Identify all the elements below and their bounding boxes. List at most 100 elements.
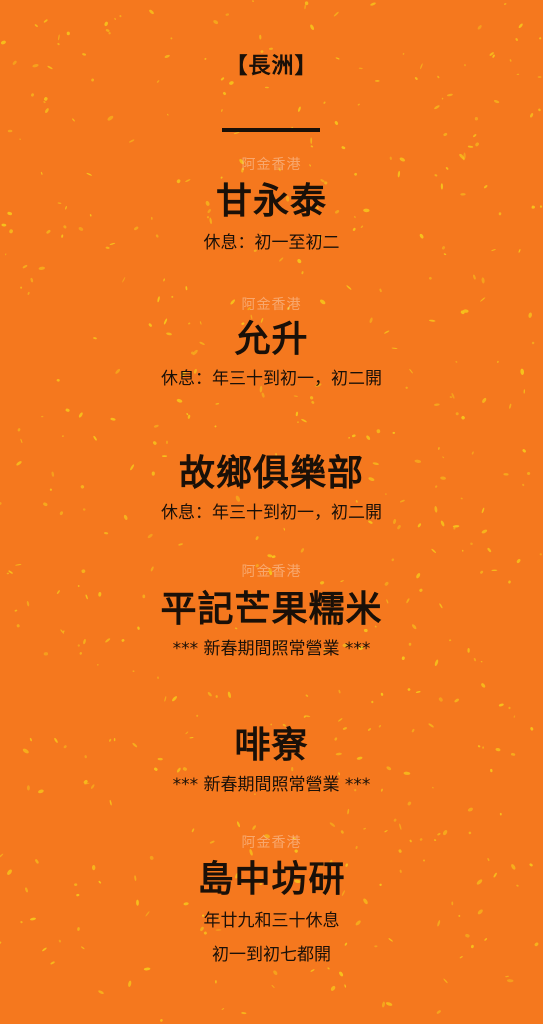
speckle <box>355 920 361 926</box>
speckle <box>477 745 481 748</box>
speckle <box>142 594 146 599</box>
speckle <box>451 901 454 906</box>
speckle <box>367 728 372 731</box>
speckle <box>463 64 467 67</box>
speckle <box>196 714 199 717</box>
speckle <box>9 229 13 234</box>
speckle <box>311 400 315 404</box>
speckle <box>157 296 160 303</box>
speckle <box>358 67 363 70</box>
speckle <box>220 176 223 179</box>
speckle <box>151 471 155 476</box>
speckle <box>405 386 408 389</box>
speckle <box>522 483 525 487</box>
speckle <box>341 146 346 150</box>
speckle <box>294 879 301 884</box>
speckle <box>150 216 153 220</box>
speckle <box>480 570 484 574</box>
shop-name: 啡寮 <box>234 725 309 766</box>
speckle <box>508 706 511 710</box>
speckle <box>34 24 38 28</box>
speckle <box>216 916 220 920</box>
speckle <box>143 967 151 971</box>
speckle <box>199 471 203 474</box>
speckle <box>32 64 39 68</box>
speckle <box>51 471 55 477</box>
shop-name: 允升 <box>234 319 309 360</box>
speckle <box>305 694 309 697</box>
speckle <box>355 500 358 503</box>
speckle <box>76 893 80 897</box>
speckle <box>352 227 356 231</box>
speckle <box>366 435 371 440</box>
speckle <box>219 472 222 476</box>
speckle <box>310 969 315 972</box>
speckle <box>314 204 319 210</box>
speckle <box>220 77 225 81</box>
speckle <box>180 371 187 377</box>
speckle <box>434 659 439 667</box>
speckle <box>122 277 126 283</box>
speckle <box>15 564 22 566</box>
speckle <box>72 118 75 122</box>
speckle <box>202 914 205 917</box>
speckle <box>62 630 65 633</box>
speckle <box>516 884 519 887</box>
speckle <box>183 902 189 906</box>
speckle <box>82 53 87 56</box>
speckle <box>445 167 449 170</box>
speckle <box>58 34 60 41</box>
speckle <box>255 564 259 568</box>
speckle <box>43 101 46 104</box>
shop-note: 初一到初七都開 <box>212 945 331 965</box>
speckle <box>0 853 4 858</box>
speckle <box>109 242 116 245</box>
speckle <box>182 767 187 771</box>
speckle <box>191 828 195 833</box>
speckle <box>368 520 373 524</box>
speckle <box>56 590 60 594</box>
speckle <box>206 216 210 219</box>
speckle <box>170 37 173 40</box>
speckle <box>385 1002 393 1006</box>
speckle <box>441 246 446 250</box>
speckle <box>132 670 135 672</box>
speckle <box>415 691 421 693</box>
speckle <box>443 978 448 984</box>
speckle <box>137 626 140 630</box>
speckle <box>340 580 344 583</box>
speckle <box>89 214 92 217</box>
speckle <box>16 624 20 628</box>
speckle <box>283 527 286 531</box>
speckle <box>460 193 466 196</box>
speckle <box>61 234 64 238</box>
speckle <box>452 525 460 528</box>
speckle <box>516 558 521 564</box>
speckle <box>98 592 102 597</box>
speckle <box>397 170 401 178</box>
speckle <box>530 727 534 731</box>
speckle <box>508 580 511 584</box>
speckle <box>374 625 377 628</box>
speckle <box>235 872 240 879</box>
speckle <box>22 748 29 754</box>
speckle <box>511 864 516 870</box>
speckle <box>340 830 344 834</box>
speckle <box>493 872 497 878</box>
speckle <box>199 341 205 346</box>
speckle <box>193 368 197 374</box>
speckle <box>329 859 333 865</box>
speckle <box>77 585 80 587</box>
speckle <box>467 145 474 148</box>
watermark: 阿金香港 <box>241 835 302 851</box>
speckle <box>473 134 477 138</box>
speckle <box>470 944 474 949</box>
speckle <box>297 421 299 423</box>
speckle <box>27 291 30 295</box>
speckle <box>8 570 13 574</box>
speckle <box>509 59 512 62</box>
speckle <box>259 385 263 393</box>
speckle <box>241 167 244 173</box>
speckle <box>357 103 360 106</box>
